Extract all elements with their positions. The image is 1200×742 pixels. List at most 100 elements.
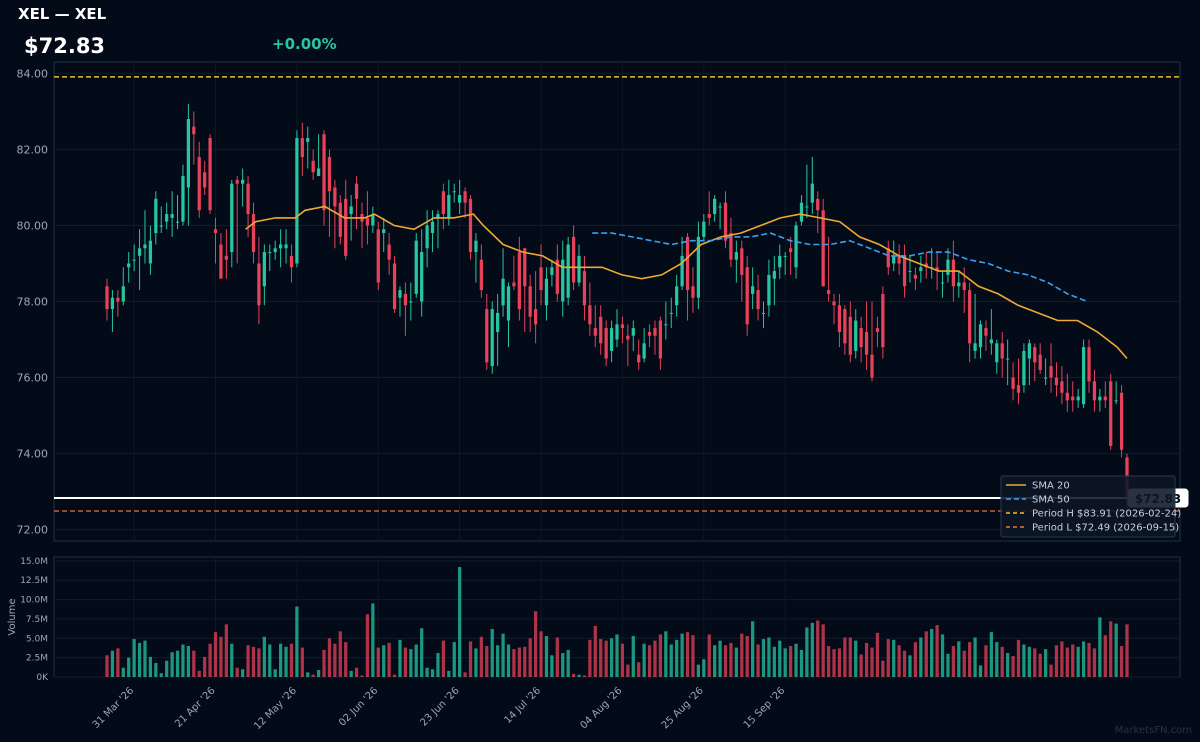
candle-body — [881, 293, 885, 348]
volume-bar — [778, 640, 782, 677]
candle-body — [1119, 392, 1124, 450]
volume-bar — [354, 667, 359, 677]
candle-body — [181, 176, 185, 222]
candle-body — [843, 309, 847, 344]
volume-bar — [430, 669, 435, 677]
candle-body — [387, 244, 391, 260]
volume-bar — [642, 643, 646, 677]
candle-body — [344, 198, 348, 256]
candle-body — [425, 225, 429, 249]
price-tick-label: 76.00 — [17, 372, 49, 385]
volume-bar — [241, 669, 245, 677]
volume-bar — [268, 644, 272, 677]
candle-body — [165, 214, 169, 222]
volume-bar — [246, 645, 250, 677]
volume-bar — [490, 629, 494, 677]
volume-bar — [371, 603, 375, 677]
candle-body — [110, 297, 115, 310]
candle-body — [143, 244, 147, 249]
volume-bar — [826, 646, 831, 677]
volume-bar — [1098, 617, 1102, 677]
volume-bar — [1114, 623, 1118, 677]
candle-body — [908, 271, 912, 273]
volume-bar — [794, 643, 798, 677]
volume-bar — [1103, 635, 1107, 677]
volume-bar — [713, 645, 717, 677]
volume-bar — [127, 657, 131, 677]
candle-body — [1109, 381, 1113, 446]
candle-body — [995, 343, 999, 363]
candle-body — [479, 259, 483, 291]
candle-body — [365, 217, 370, 226]
volume-bar — [137, 642, 142, 677]
volume-bar — [772, 646, 776, 677]
candle-body — [224, 255, 228, 260]
volume-bar — [669, 644, 673, 677]
volume-bar — [745, 635, 749, 677]
candle-body — [1016, 385, 1021, 393]
volume-bar — [512, 649, 516, 677]
candle-body — [398, 290, 402, 298]
x-tick-label: 23 Jun '26 — [419, 685, 462, 728]
candle-body — [268, 252, 272, 254]
candle-body — [685, 236, 690, 291]
candle-body — [1076, 396, 1080, 401]
volume-bar — [278, 643, 283, 677]
volume-bar — [257, 648, 261, 677]
volume-bar — [984, 645, 988, 677]
candle-body — [946, 259, 950, 275]
volume-bar — [740, 633, 744, 677]
candle-body — [599, 316, 603, 344]
candle-body — [935, 267, 939, 272]
candle-body — [626, 335, 630, 340]
volume-bar — [539, 631, 543, 677]
volume-bar — [864, 642, 869, 677]
volume-bar — [805, 627, 809, 677]
candle-body — [430, 221, 435, 234]
volume-bar — [761, 639, 766, 677]
candle-body — [517, 252, 521, 310]
candle-body — [799, 202, 804, 222]
volume-bar — [463, 672, 467, 677]
volume-bar — [680, 633, 684, 677]
candle-body — [593, 328, 597, 336]
candle-body — [458, 195, 462, 203]
candle-body — [121, 286, 125, 302]
candle-body — [772, 271, 776, 279]
volume-bar — [181, 644, 185, 677]
candle-body — [582, 271, 587, 306]
candle-body — [1054, 377, 1059, 386]
candle-body — [506, 286, 511, 321]
volume-bar — [1060, 641, 1064, 677]
volume-bar — [474, 648, 478, 677]
volume-bar — [501, 633, 505, 677]
volume-bar — [1022, 644, 1026, 677]
price-tick-label: 82.00 — [17, 143, 49, 156]
volume-bar — [105, 655, 109, 677]
candle-body — [1049, 366, 1053, 378]
candle-body — [832, 301, 836, 306]
volume-bar — [506, 644, 511, 677]
volume-bar — [631, 635, 635, 677]
candle-body — [740, 248, 744, 275]
candle-body — [968, 290, 972, 344]
candle-body — [148, 240, 153, 264]
volume-bar — [251, 646, 256, 677]
candle-body — [306, 138, 310, 142]
candle-body — [251, 214, 256, 253]
candle-body — [940, 282, 945, 284]
candle-body — [295, 138, 299, 264]
candle-body — [441, 191, 446, 215]
volume-bar — [159, 673, 163, 677]
candle-body — [544, 278, 549, 306]
volume-bar — [452, 642, 456, 677]
candle-body — [333, 187, 337, 207]
candle-body — [973, 343, 977, 351]
volume-bar — [1071, 644, 1075, 677]
volume-bar — [517, 647, 521, 677]
candle-body — [875, 328, 880, 332]
volume-bar — [208, 643, 212, 677]
candle-body — [854, 320, 858, 351]
volume-bar — [707, 634, 711, 677]
